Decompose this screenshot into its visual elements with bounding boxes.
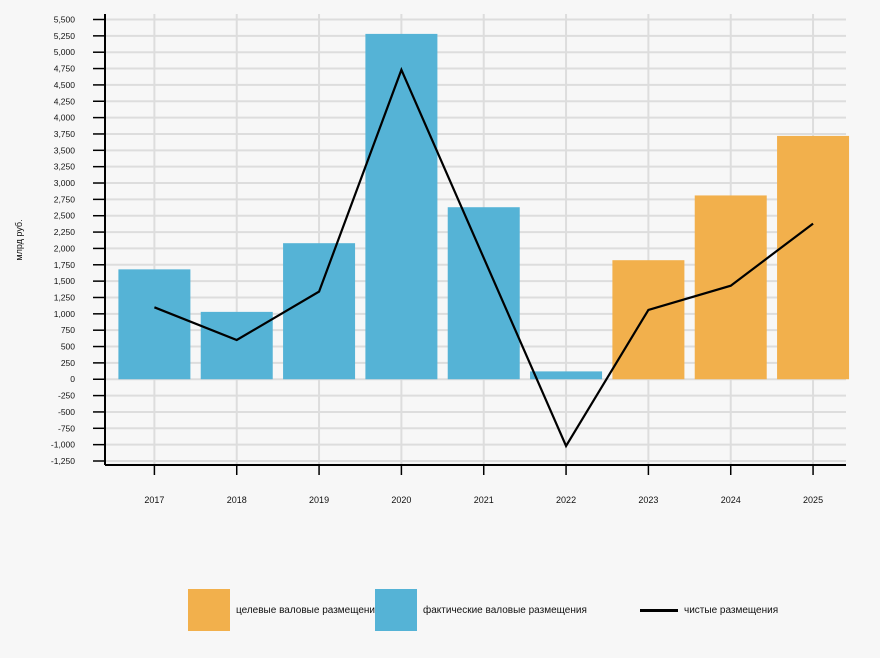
legend: целевые валовые размещения фактические в… [0,588,880,634]
y-tick-label: 4,500 [54,80,76,90]
y-tick-label: 5,000 [54,47,76,57]
x-tick-label: 2020 [391,495,411,505]
bar [694,195,767,380]
y-tick-label: 1,250 [54,292,76,302]
x-tick-label: 2019 [309,495,329,505]
legend-item-net: чистые размещения [640,588,778,632]
bar [612,260,685,380]
legend-label-net: чистые размещения [684,604,779,616]
y-tick-label: -1,000 [51,440,75,450]
legend-item-actual: фактические валовые размещения [375,588,587,632]
bar [200,311,273,380]
y-tick-label: 4,250 [54,96,76,106]
x-tick-label: 2025 [803,495,823,505]
y-tick-label: 500 [61,342,75,352]
bar [777,135,850,380]
legend-swatch-target [188,589,230,631]
bar [447,207,520,380]
x-tick-label: 2024 [721,495,741,505]
series-line-net [153,66,814,449]
y-tick-label: 5,500 [54,15,76,25]
y-tick-label: 3,500 [54,145,76,155]
bar [118,269,191,380]
y-tick-label: -500 [58,407,75,417]
y-tick-label: 3,250 [54,162,76,172]
legend-line-net [640,608,678,612]
y-tick-label: 750 [61,325,75,335]
y-tick-label: 3,000 [54,178,76,188]
x-tick-label: 2022 [556,495,576,505]
y-tick-label: -750 [58,423,75,433]
legend-label-target: целевые валовые размещения [236,604,381,616]
y-tick-label: 2,250 [54,227,76,237]
y-tick-label: 1,000 [54,309,76,319]
x-tick-label: 2021 [474,495,494,505]
y-tick-label: 4,750 [54,64,76,74]
y-tick-label: 250 [61,358,75,368]
y-tick-label: 2,500 [54,211,76,221]
y-tick-label: 2,000 [54,243,76,253]
bar [365,33,438,380]
y-tick-label: 5,250 [54,31,76,41]
legend-label-actual: фактические валовые размещения [423,604,587,616]
y-tick-label: -1,250 [51,456,75,466]
x-tick-label: 2018 [227,495,247,505]
y-tick-label: 2,750 [54,194,76,204]
y-tick-label: 1,750 [54,260,76,270]
x-tick-label: 2023 [638,495,658,505]
y-tick-label: 3,750 [54,129,76,139]
y-tick-label: 0 [70,374,75,384]
bar [283,243,356,380]
y-tick-label: 1,500 [54,276,76,286]
legend-item-target: целевые валовые размещения [188,588,380,632]
legend-swatch-actual [375,589,417,631]
y-tick-label: -250 [58,391,75,401]
y-axis-label: млрд руб. [14,219,24,260]
bar [530,371,603,380]
x-tick-label: 2017 [144,495,164,505]
y-tick-label: 4,000 [54,113,76,123]
chart-svg: -1,250 -1,000 -750 -500 -250 0 250 500 750 1,000 1… [14,14,850,505]
